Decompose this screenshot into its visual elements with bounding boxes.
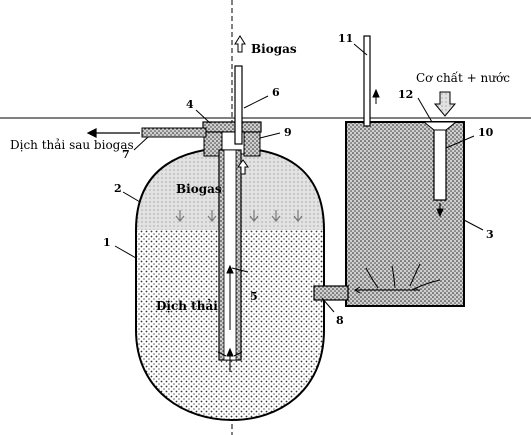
biogas-up-arrow [235,36,245,52]
callout-6: 6 [272,86,280,99]
callout-12: 12 [398,88,413,101]
vent-pipe [364,36,370,126]
feed-input-arrow [435,92,455,116]
callout-9: 9 [284,126,292,139]
biogas-output-label: Biogas [251,42,297,56]
neck-right [244,132,260,156]
callout-2: 2 [114,182,122,195]
feed-pipe [434,126,446,200]
effluent-arrow [88,129,140,137]
callout-4: 4 [186,98,194,111]
connecting-pipe [314,286,348,300]
callout-5: 5 [250,290,258,303]
gas-outlet-pipe [235,66,242,144]
callout-1: 1 [103,236,111,249]
biogas-chamber-label: Biogas [176,182,222,196]
slurry-label: Dịch thải [156,298,218,313]
callout-3: 3 [486,228,494,241]
callout-7: 7 [122,148,130,161]
effluent-pipe [142,128,206,137]
top-cover-plate [203,122,261,132]
callout-11: 11 [338,32,353,45]
effluent-label: Dịch thải sau biogas [10,138,134,152]
callout-10: 10 [478,126,494,139]
callout-8: 8 [336,314,344,327]
feed-label: Cơ chất + nước [416,70,510,85]
vent-up-arrow [373,90,379,104]
